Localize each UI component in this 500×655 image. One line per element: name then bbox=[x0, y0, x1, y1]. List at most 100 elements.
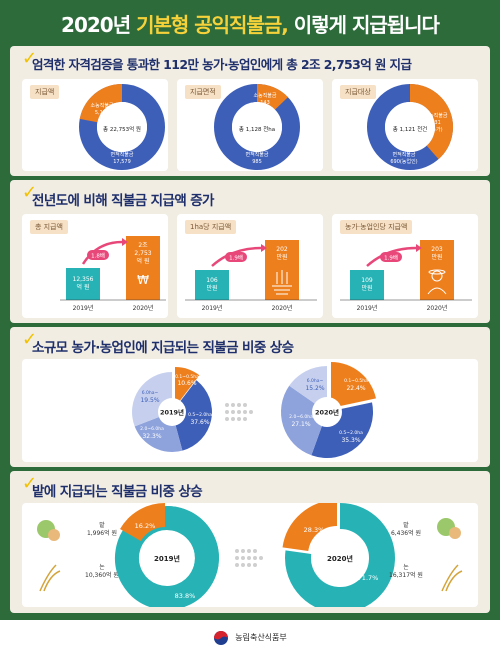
ministry-name: 농림축산식품부 bbox=[235, 633, 287, 642]
card-tag: 지급대상 bbox=[340, 85, 376, 99]
check-mark-icon: ✓ bbox=[22, 473, 38, 494]
seg-label: 2.0~6.0ha bbox=[289, 414, 313, 420]
card-payment-area: 지급면적 총 1,128 천ha 소농직불금 143 면적직불금 985 bbox=[177, 79, 323, 171]
page-header: 2020년 기본형 공익직불금, 이렇게 지급됩니다 bbox=[0, 0, 500, 46]
section-field-share: ✓ 밭에 지급되는 직불금 비중 상승 밭 1,996억 원 논 10,360억… bbox=[10, 471, 490, 613]
section-title: 밭에 지급되는 직불금 비중 상승 bbox=[32, 484, 203, 500]
paddy-label: 논 bbox=[99, 564, 105, 571]
card-tag: 지급면적 bbox=[185, 85, 221, 99]
field-label: 밭 bbox=[99, 521, 105, 529]
small-label: 소농직불금 bbox=[253, 92, 276, 99]
cabbage-icon bbox=[437, 518, 461, 539]
bar-comparison: 1.8배 12,356 억 원 2조 2,753 억 원 ₩ 2019년 202… bbox=[60, 236, 166, 312]
value-2020-b: 만원 bbox=[431, 253, 442, 261]
small-label: 소농직불금 bbox=[90, 102, 113, 109]
small-value: 5,174 bbox=[95, 110, 109, 116]
field-label: 밭 bbox=[403, 521, 409, 529]
seg-label: 0.5~2.0ha bbox=[339, 430, 363, 436]
year-label-2019: 2019년 bbox=[154, 554, 180, 563]
seg-label: 6.0ha~ bbox=[142, 390, 159, 396]
check-mark-icon: ✓ bbox=[22, 329, 38, 350]
card-tag: 농가·농업인당 지급액 bbox=[340, 220, 413, 234]
field-icon bbox=[272, 270, 292, 295]
card-payment-recipients: 지급대상 총 1,121 천건 소농직불금 431 (농가) 면적직불금 690… bbox=[332, 79, 478, 171]
paddy-2019: 10,360억 원 bbox=[85, 571, 119, 579]
government-emblem-icon bbox=[214, 630, 229, 645]
bar-comparison: 1.9배 109 만원 203 만원 2019년 2020년 bbox=[340, 240, 472, 312]
year-2020: 2020년 bbox=[133, 304, 154, 312]
paddy-label: 논 bbox=[403, 564, 409, 571]
seg-label: 0.1~0.5ha bbox=[344, 378, 368, 384]
bar-comparison: 1.9배 106 만원 202 만원 2019년 2020년 bbox=[185, 240, 317, 312]
card-tag: 1ha당 지급액 bbox=[185, 220, 237, 234]
year-2020: 2020년 bbox=[427, 304, 448, 312]
card-per-ha-payment: 1ha당 지급액 1.9배 106 만원 202 만원 2019년 2020년 bbox=[177, 214, 323, 318]
small-value: 431 bbox=[431, 120, 441, 126]
card-per-farmer-payment: 농가·농업인당 지급액 1.9배 109 만원 203 만원 2019년 202… bbox=[332, 214, 478, 318]
multiplier: 1.9배 bbox=[229, 254, 243, 262]
section-payment-totals: ✓ 엄격한 자격검증을 통과한 112만 농가·농업인에게 총 2조 2,753… bbox=[10, 46, 490, 176]
year-label-2019: 2019년 bbox=[160, 408, 184, 417]
value-2020-b: 2,753 bbox=[134, 250, 151, 257]
donut-center-label: 총 1,121 천건 bbox=[393, 125, 427, 133]
year-2019: 2019년 bbox=[202, 304, 223, 312]
value-2019: 12,356 bbox=[73, 276, 94, 283]
value-2020-b: 만원 bbox=[276, 253, 287, 261]
year-2019: 2019년 bbox=[357, 304, 378, 312]
field-pct-2020: 28.3% bbox=[304, 526, 325, 534]
page-title: 2020년 기본형 공익직불금, 이렇게 지급됩니다 bbox=[61, 12, 440, 37]
value-2020-c: 억 원 bbox=[137, 257, 150, 265]
small-value: 143 bbox=[260, 100, 270, 106]
large-value: 985 bbox=[252, 159, 262, 165]
small-label: 소농직불금 bbox=[424, 112, 447, 119]
paddy-2020: 16,317억 원 bbox=[389, 571, 423, 579]
arrow-right-icon bbox=[235, 549, 263, 567]
footer: 농림축산식품부 bbox=[0, 620, 500, 655]
unit-2019: 억 원 bbox=[77, 283, 90, 291]
arrow-right-icon bbox=[225, 403, 253, 421]
rice-icon bbox=[441, 564, 463, 592]
large-label: 면적직불금 bbox=[245, 151, 268, 158]
section-title: 전년도에 비해 직불금 지급액 증가 bbox=[32, 193, 214, 209]
section-title: 소규모 농가·농업인에 지급되는 직불금 비중 상승 bbox=[32, 340, 294, 356]
multiplier: 1.8배 bbox=[91, 252, 105, 260]
rice-icon bbox=[39, 564, 61, 592]
field-2019: 1,996억 원 bbox=[87, 529, 117, 537]
donut-comparison: 밭 1,996억 원 논 10,360억 원 2019년 16.2% 83.8% bbox=[37, 503, 463, 607]
seg-pct: 10.6% bbox=[177, 380, 196, 387]
year-2019: 2019년 bbox=[73, 304, 94, 312]
seg-pct: 35.3% bbox=[341, 437, 360, 444]
check-mark-icon: ✓ bbox=[22, 48, 38, 69]
large-label: 면적직불금 bbox=[110, 151, 133, 158]
pie-comparison-card: 2019년 0.1~0.5ha 10.6% 0.5~2.0ha 37.6% 2.… bbox=[22, 359, 478, 462]
card-payment-amount: 지급액 총 22,753억 원 소농직불금 5,174 면적직불금 17,579 bbox=[22, 79, 168, 171]
value-2019: 106 bbox=[206, 277, 218, 284]
unit-2019: 만원 bbox=[206, 284, 217, 292]
seg-pct: 22.4% bbox=[346, 385, 365, 392]
seg-label: 6.0ha~ bbox=[307, 378, 324, 384]
year-label-2020: 2020년 bbox=[315, 408, 339, 417]
value-2020-a: 2조 bbox=[138, 242, 148, 249]
year-label-2020: 2020년 bbox=[327, 554, 353, 563]
donut-center-label: 총 1,128 천ha bbox=[239, 125, 275, 133]
seg-pct: 37.6% bbox=[190, 419, 209, 426]
donut-comparison-card: 밭 1,996억 원 논 10,360억 원 2019년 16.2% 83.8% bbox=[22, 503, 478, 607]
money-icon: ₩ bbox=[137, 273, 149, 287]
farmer-icon bbox=[427, 269, 447, 295]
large-value: 17,579 bbox=[113, 159, 131, 165]
card-total-payment: 총 지급액 1.8배 12,356 억 원 2조 2,753 억 원 ₩ 201… bbox=[22, 214, 168, 318]
card-tag: 지급액 bbox=[30, 85, 60, 99]
donut-chart: 총 22,753억 원 소농직불금 5,174 면적직불금 17,579 bbox=[79, 84, 165, 170]
seg-label: 0.1~0.5ha bbox=[175, 374, 199, 380]
section-payment-increase: ✓ 전년도에 비해 직불금 지급액 증가 총 지급액 1.8배 12,356 억… bbox=[10, 180, 490, 323]
large-value: 690(농업인) bbox=[390, 158, 417, 165]
large-label: 면적직불금 bbox=[392, 151, 415, 158]
seg-pct: 19.5% bbox=[140, 397, 159, 404]
seg-label: 0.5~2.0ha bbox=[188, 412, 212, 418]
pie-comparison: 2019년 0.1~0.5ha 10.6% 0.5~2.0ha 37.6% 2.… bbox=[132, 362, 376, 459]
unit-2019: 만원 bbox=[361, 284, 372, 292]
donut-chart: 총 1,121 천건 소농직불금 431 (농가) 면적직불금 690(농업인) bbox=[367, 84, 453, 170]
check-mark-icon: ✓ bbox=[22, 182, 38, 203]
paddy-pct-2019: 83.8% bbox=[175, 592, 196, 600]
section-title: 엄격한 자격검증을 통과한 112만 농가·농업인에게 총 2조 2,753억 … bbox=[32, 57, 412, 72]
